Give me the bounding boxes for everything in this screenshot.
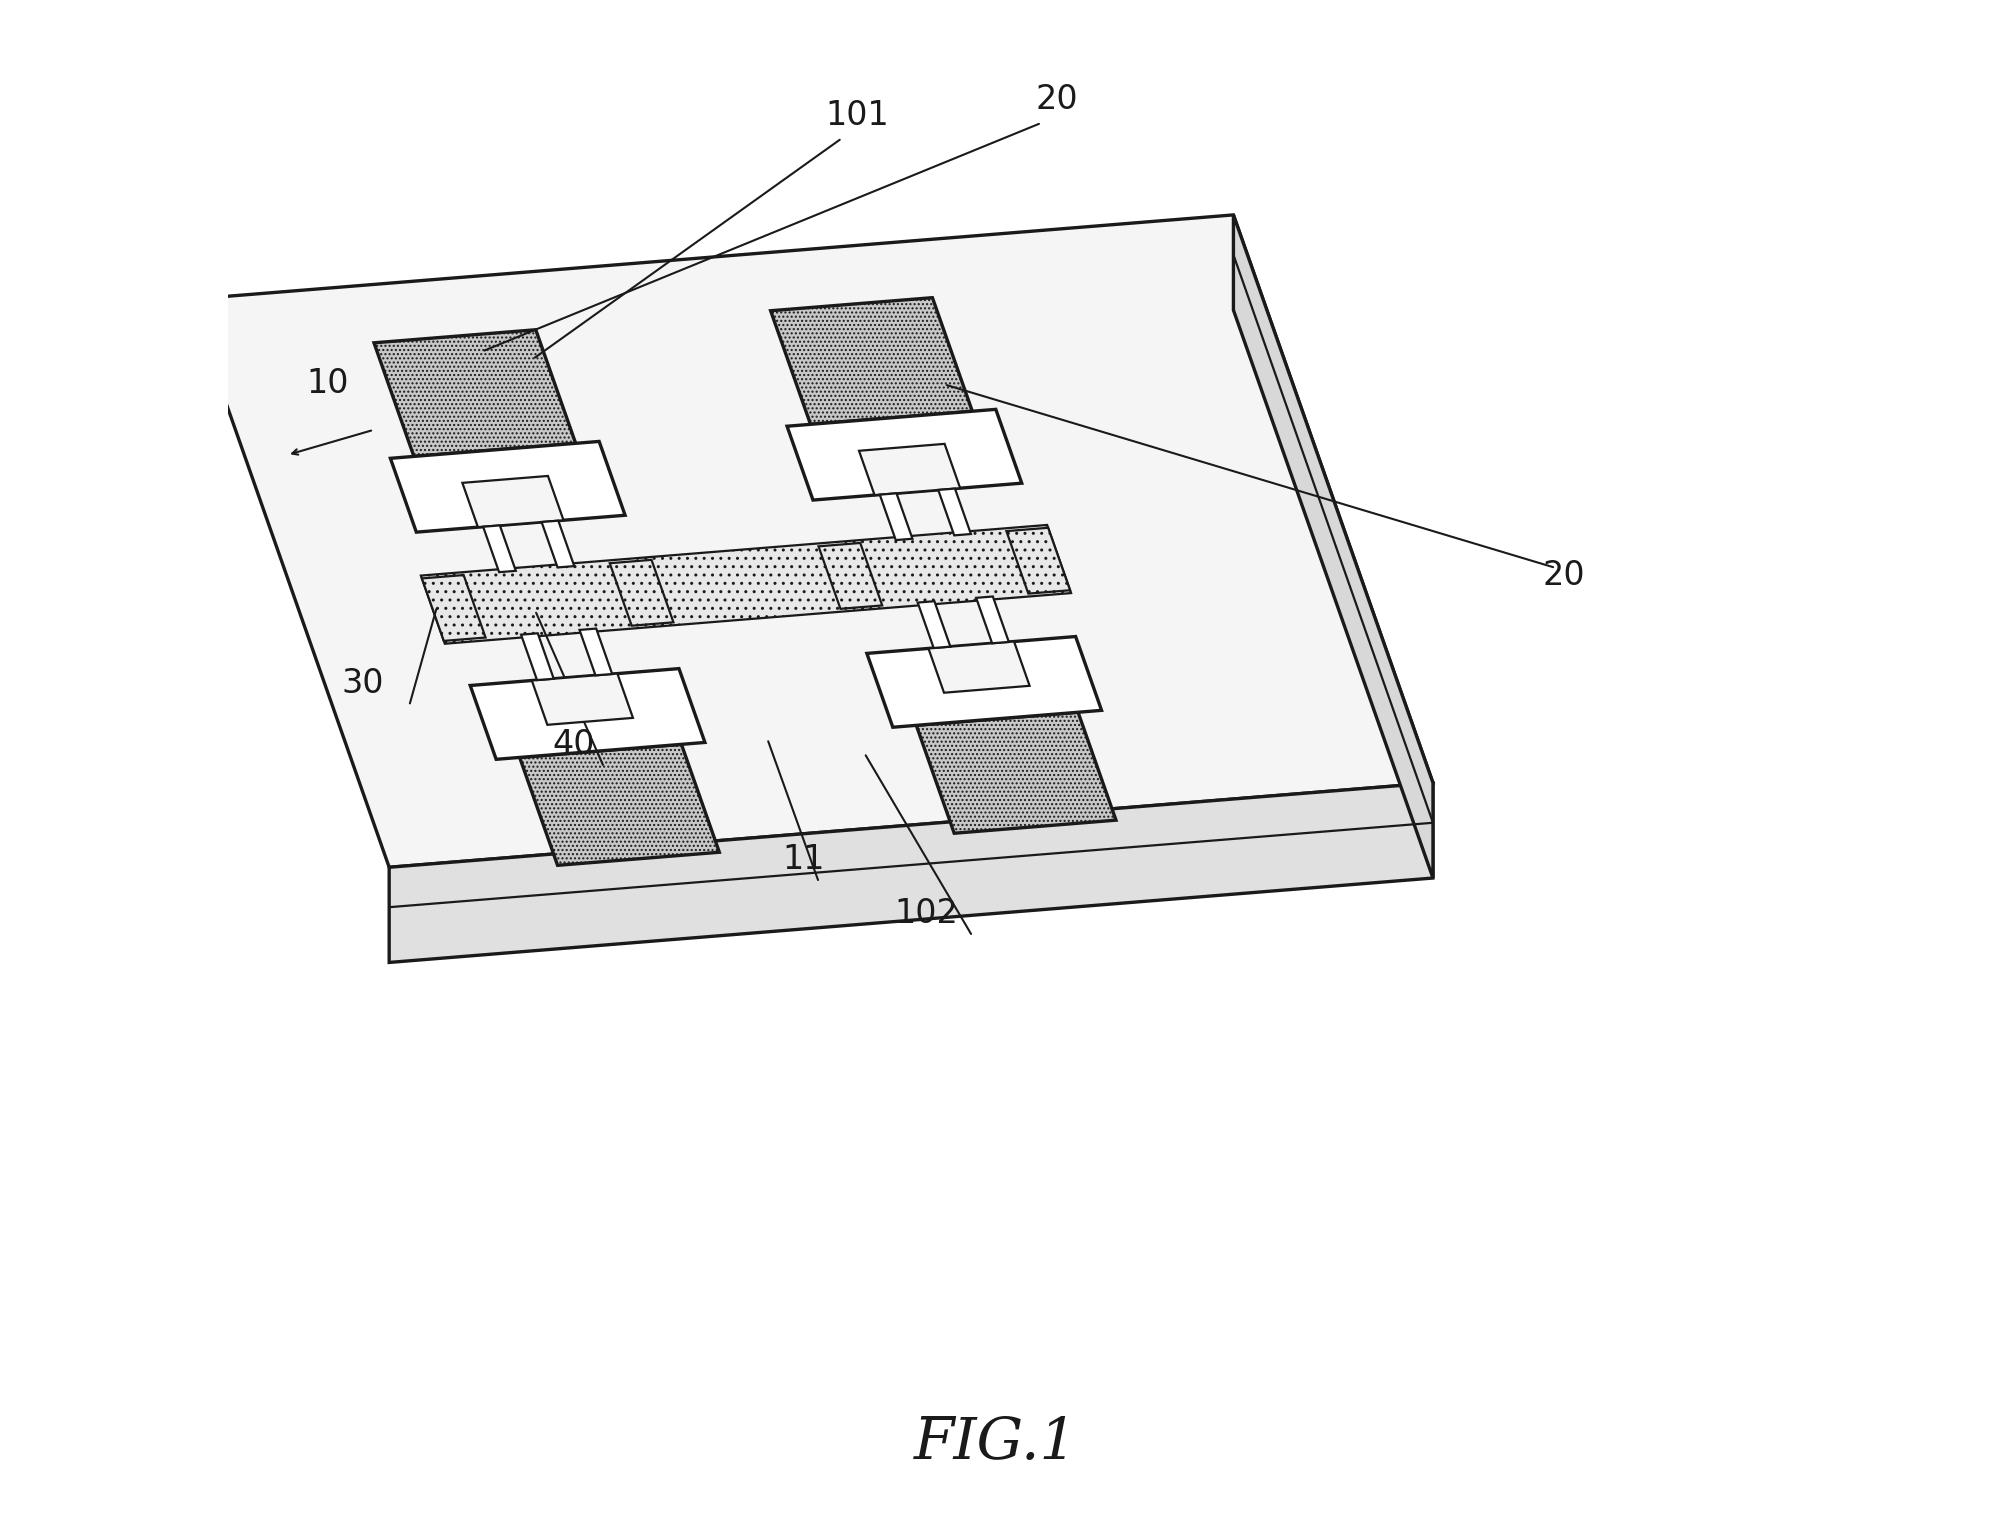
Text: FIG.1: FIG.1 [914, 1415, 1077, 1471]
Polygon shape [938, 488, 972, 536]
Polygon shape [1005, 528, 1069, 594]
Polygon shape [462, 476, 563, 527]
Text: 20: 20 [1543, 559, 1585, 593]
Polygon shape [786, 410, 1021, 500]
Text: 40: 40 [552, 728, 595, 761]
Text: 102: 102 [894, 896, 958, 930]
Polygon shape [858, 444, 960, 496]
Polygon shape [189, 215, 1434, 867]
Text: 30: 30 [342, 666, 384, 700]
Polygon shape [976, 597, 1009, 643]
Polygon shape [818, 543, 882, 609]
Polygon shape [522, 634, 553, 680]
Polygon shape [520, 744, 719, 866]
Polygon shape [390, 442, 625, 533]
Text: 10: 10 [307, 367, 348, 401]
Polygon shape [771, 298, 972, 424]
Polygon shape [484, 525, 516, 573]
Polygon shape [388, 783, 1434, 962]
Polygon shape [579, 628, 611, 675]
Polygon shape [420, 525, 1071, 643]
Polygon shape [880, 493, 912, 540]
Polygon shape [1234, 215, 1434, 878]
Polygon shape [928, 642, 1029, 692]
Polygon shape [918, 602, 950, 648]
Polygon shape [916, 712, 1117, 834]
Polygon shape [866, 637, 1101, 728]
Polygon shape [422, 576, 486, 642]
Polygon shape [542, 520, 573, 568]
Text: 20: 20 [1035, 83, 1079, 117]
Polygon shape [609, 560, 673, 626]
Text: 11: 11 [782, 843, 824, 876]
Polygon shape [470, 669, 705, 760]
Text: 101: 101 [826, 98, 890, 132]
Polygon shape [532, 674, 633, 725]
Polygon shape [374, 330, 575, 456]
